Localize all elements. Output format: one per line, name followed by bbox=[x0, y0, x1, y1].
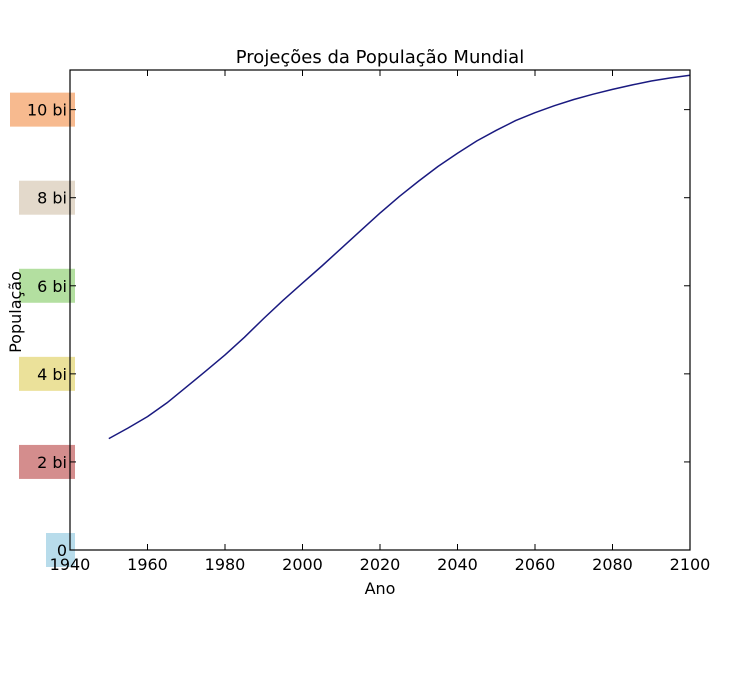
y-tick-group: 0 2 bi 4 bi 6 bi 8 bi 10 bi bbox=[10, 92, 690, 567]
y-tick-label-bg bbox=[19, 180, 75, 215]
y-tick-label: 0 bbox=[57, 541, 67, 560]
y-tick-label-bg bbox=[19, 356, 75, 391]
series-group bbox=[108, 74, 691, 440]
y-axis-label: População bbox=[6, 271, 25, 353]
y-tick-label: 4 bi bbox=[37, 365, 67, 384]
plot-area bbox=[70, 70, 690, 550]
plot-frame bbox=[69, 69, 691, 551]
y-tick-label-bg bbox=[19, 444, 75, 479]
y-tick-label: 10 bi bbox=[27, 101, 67, 120]
x-tick-label: 2020 bbox=[360, 555, 401, 574]
y-tick-label: 6 bi bbox=[37, 277, 67, 296]
chart-title: Projeções da População Mundial bbox=[236, 47, 524, 68]
x-tick-group: 1940 1960 1980 2000 2020 2040 2060 2080 2100 bbox=[50, 70, 711, 574]
x-tick-label: 2100 bbox=[670, 555, 711, 574]
x-tick-label: 1980 bbox=[205, 555, 246, 574]
y-tick-label: 8 bi bbox=[37, 189, 67, 208]
x-tick-label: 2000 bbox=[282, 555, 323, 574]
x-tick-label: 2040 bbox=[437, 555, 478, 574]
population-line bbox=[108, 74, 691, 440]
y-tick-label-bg bbox=[19, 268, 75, 303]
x-tick-label: 1940 bbox=[50, 555, 91, 574]
x-tick-label: 2060 bbox=[515, 555, 556, 574]
y-tick-label-bg bbox=[10, 92, 75, 127]
x-tick-label: 2080 bbox=[592, 555, 633, 574]
y-tick-label: 2 bi bbox=[37, 453, 67, 472]
x-tick-label: 1960 bbox=[127, 555, 168, 574]
x-axis-label: Ano bbox=[365, 579, 396, 598]
